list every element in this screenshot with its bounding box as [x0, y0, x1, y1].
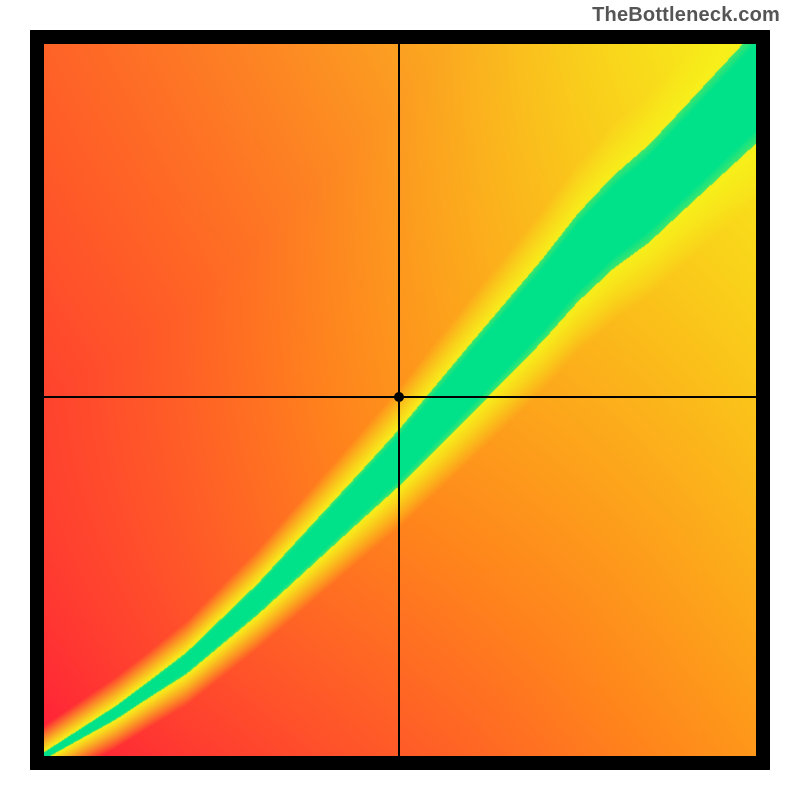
plot-frame [30, 30, 770, 770]
heatmap-canvas [44, 44, 756, 756]
watermark-text: TheBottleneck.com [592, 4, 780, 27]
chart-container: TheBottleneck.com [0, 0, 800, 800]
